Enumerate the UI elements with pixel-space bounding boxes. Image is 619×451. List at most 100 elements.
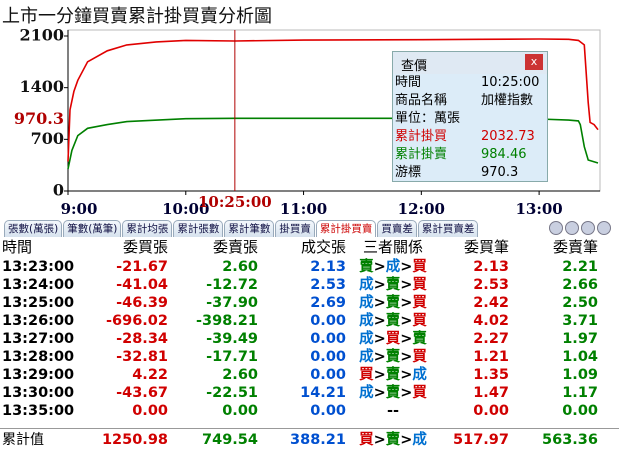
- footer-cell: 563.36: [542, 432, 598, 448]
- data-cell: -43.67: [116, 385, 168, 401]
- data-cell: 0.00: [310, 349, 346, 365]
- data-cell: -32.81: [116, 349, 168, 365]
- column-header: 委買張: [122, 238, 168, 256]
- footer-cell: 買>賣>成: [359, 432, 427, 448]
- data-cell: 0.00: [310, 313, 346, 329]
- tab[interactable]: 掛買賣: [275, 220, 315, 237]
- data-cell: 2.53: [310, 277, 346, 293]
- tooltip-row: 游標 970.3: [393, 164, 547, 182]
- data-cell: 成>買>賣: [359, 331, 427, 347]
- data-cell: -39.49: [206, 331, 258, 347]
- footer-cell: 517.97: [453, 432, 509, 448]
- data-cell: 0.00: [310, 331, 346, 347]
- column-header: 三者關係: [362, 238, 423, 256]
- tab[interactable]: 張數(萬張): [4, 220, 63, 237]
- y-tick-label: 700: [31, 129, 64, 148]
- y-tick-label: 2100: [19, 26, 64, 45]
- tab[interactable]: 累計筆數: [224, 220, 275, 237]
- data-cell: 14.21: [300, 385, 346, 401]
- tooltip-value: 2032.73: [481, 129, 535, 144]
- tooltip-row: 時間 10:25:00: [393, 74, 547, 92]
- tab[interactable]: 筆數(萬筆): [63, 220, 122, 237]
- time-cell: 13:26:00: [2, 313, 75, 329]
- data-cell: 0.00: [310, 367, 346, 383]
- nav-first[interactable]: [549, 221, 563, 235]
- time-cell: 13:30:00: [2, 385, 75, 401]
- x-tick-label: 9:00: [61, 200, 98, 215]
- data-cell: 成>賣>買: [359, 385, 427, 401]
- time-cell: 13:25:00: [2, 295, 75, 311]
- tab-bar: 張數(萬張) 筆數(萬筆) 累計均張 累計張數 累計筆數 掛買賣 累計掛買賣 買賣差 累計買賣差: [4, 220, 479, 237]
- data-cell: 1.17: [562, 385, 598, 401]
- tooltip-label: 游標: [395, 165, 422, 180]
- tooltip-label: 累計掛賣: [395, 147, 448, 162]
- data-cell: -12.72: [206, 277, 258, 293]
- data-cell: 1.47: [473, 385, 509, 401]
- data-cell: -21.67: [116, 259, 168, 275]
- data-cell: 成>賣>買: [359, 313, 427, 329]
- column-header: 委賣張: [212, 238, 258, 256]
- tab[interactable]: 累計均張: [122, 220, 173, 237]
- tooltip-label: 單位：萬張: [395, 111, 461, 126]
- tab[interactable]: 累計買賣差: [417, 220, 479, 237]
- tooltip-value: 970.3: [481, 165, 519, 180]
- y-tick-label: 1400: [19, 77, 64, 96]
- data-cell: 2.60: [222, 259, 258, 275]
- close-button[interactable]: x: [525, 54, 543, 70]
- series-line: [67, 38, 599, 162]
- data-cell: --: [386, 403, 400, 419]
- data-cell: 1.04: [562, 349, 598, 365]
- time-cell: 13:24:00: [2, 277, 75, 293]
- time-cell: 13:27:00: [2, 331, 75, 347]
- column-header: 委賣筆: [552, 238, 598, 256]
- data-cell: 0.00: [562, 403, 598, 419]
- data-cell: -28.34: [116, 331, 168, 347]
- time-cell: 13:29:00: [2, 367, 75, 383]
- tab[interactable]: 買賣差: [377, 220, 417, 237]
- column-header: 委買筆: [463, 238, 509, 256]
- tooltip-window: 查價 x 時間 10:25:00 商品名稱 加權指數單位：萬張累計掛買 2032.73 累…: [392, 51, 548, 182]
- data-cell: 1.21: [473, 349, 509, 365]
- data-cell: 2.13: [473, 259, 509, 275]
- tooltip-value: 加權指數: [481, 93, 534, 108]
- data-cell: 1.09: [562, 367, 598, 383]
- y-tick-label: 0: [53, 181, 64, 200]
- tooltip-value: 10:25:00: [481, 75, 540, 90]
- data-cell: -696.02: [106, 313, 168, 329]
- data-cell: 成>賣>買: [359, 349, 427, 365]
- tab[interactable]: 累計掛買賣: [315, 220, 377, 237]
- tooltip-value: 984.46: [481, 147, 527, 162]
- data-cell: 2.69: [310, 295, 346, 311]
- data-cell: 1.35: [473, 367, 509, 383]
- data-cell: 1.97: [562, 331, 598, 347]
- nav-last[interactable]: [597, 221, 611, 235]
- window-title: 上市一分鐘買賣累計掛買賣分析圖: [2, 6, 272, 27]
- data-cell: 2.50: [562, 295, 598, 311]
- column-header: 成交張: [300, 238, 346, 256]
- data-cell: 3.71: [562, 313, 598, 329]
- tooltip-title: 查價: [401, 59, 428, 74]
- tooltip-label: 商品名稱: [395, 93, 448, 108]
- data-cell: 0.00: [473, 403, 509, 419]
- data-cell: 0.00: [310, 403, 346, 419]
- cursor-value-label: 970.3: [14, 109, 64, 128]
- data-cell: 2.27: [473, 331, 509, 347]
- tab[interactable]: 累計張數: [173, 220, 224, 237]
- series-line: [67, 117, 599, 170]
- data-cell: 買>賣>成: [359, 367, 427, 383]
- nav-prev[interactable]: [565, 221, 579, 235]
- nav-next[interactable]: [581, 221, 595, 235]
- tooltip-body: 時間 10:25:00 商品名稱 加權指數單位：萬張累計掛買 2032.73 累計掛賣 98…: [393, 74, 547, 182]
- cursor-time-label: 10:25:00: [198, 193, 272, 211]
- data-cell: 2.60: [222, 367, 258, 383]
- tooltip-label: 時間: [395, 75, 422, 90]
- tooltip-label: 累計掛買: [395, 129, 448, 144]
- data-cell: 4.02: [473, 313, 509, 329]
- data-cell: 賣>成>買: [359, 259, 427, 275]
- data-cell: 成>賣>買: [359, 277, 427, 293]
- footer-cell: 749.54: [202, 432, 258, 448]
- data-cell: -41.04: [116, 277, 168, 293]
- time-cell: 13:23:00: [2, 259, 75, 275]
- footer-cell: 1250.98: [101, 432, 168, 448]
